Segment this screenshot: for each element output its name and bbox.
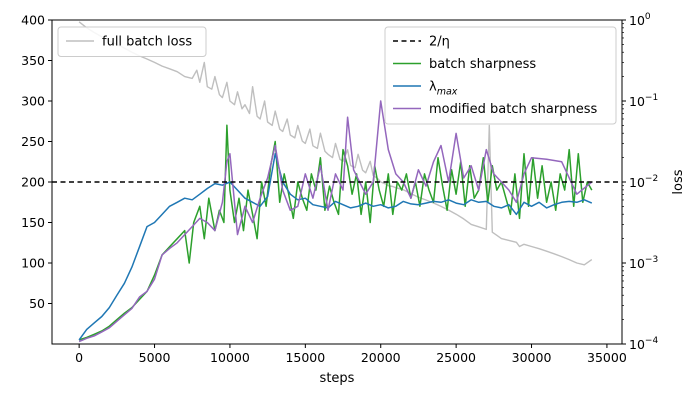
- y-tick-label: 350: [21, 53, 45, 68]
- legend-box: [384, 26, 617, 125]
- x-tick-label: 10000: [210, 350, 250, 365]
- y-tick-label: 250: [21, 134, 45, 149]
- x-tick-label: 30000: [512, 350, 552, 365]
- series-line-1: [78, 124, 593, 341]
- y2-tick-label: 10−2: [629, 174, 658, 190]
- legend-left: full batch loss: [57, 26, 207, 57]
- legend-right: 2/η batch sharpness λmax modified batch sha…: [384, 26, 617, 125]
- series-line-3: [78, 100, 593, 343]
- legend-label: modified batch sharpness: [429, 102, 597, 117]
- x-tick-label: 35000: [587, 350, 627, 365]
- y2-tick-label: 10−4: [629, 336, 658, 352]
- x-tick-label: 20000: [361, 350, 401, 365]
- x-tick-label: 5000: [139, 350, 171, 365]
- series-line-0: [78, 21, 593, 266]
- x-axis-label: steps: [320, 371, 355, 386]
- y2-tick-label: 100: [629, 12, 651, 28]
- legend-label: λmax: [429, 80, 458, 98]
- y-tick-label: 400: [21, 13, 45, 28]
- y-tick-label: 150: [21, 215, 45, 230]
- x-tick-label: 0: [75, 350, 83, 365]
- y2-tick-label: 10−3: [629, 255, 658, 271]
- series-line-2: [78, 152, 593, 341]
- legend-label: full batch loss: [102, 35, 192, 50]
- legend-label: batch sharpness: [429, 57, 536, 72]
- x-tick-label: 15000: [285, 350, 325, 365]
- axes-layer: 0 5000 10000 15000 20000 25000 30000 35000 50 100…: [21, 12, 658, 365]
- legend-box: [57, 26, 207, 57]
- x-tick-label: 25000: [436, 350, 476, 365]
- y-tick-label: 200: [21, 175, 45, 190]
- y-tick-label: 50: [29, 296, 45, 311]
- y2-tick-label: 10−1: [629, 93, 658, 109]
- y-tick-label: 300: [21, 94, 45, 109]
- legend-label: 2/η: [429, 35, 450, 50]
- y-tick-label: 100: [21, 256, 45, 271]
- y2-axis-label: loss: [671, 169, 686, 194]
- series-layer: [78, 21, 593, 343]
